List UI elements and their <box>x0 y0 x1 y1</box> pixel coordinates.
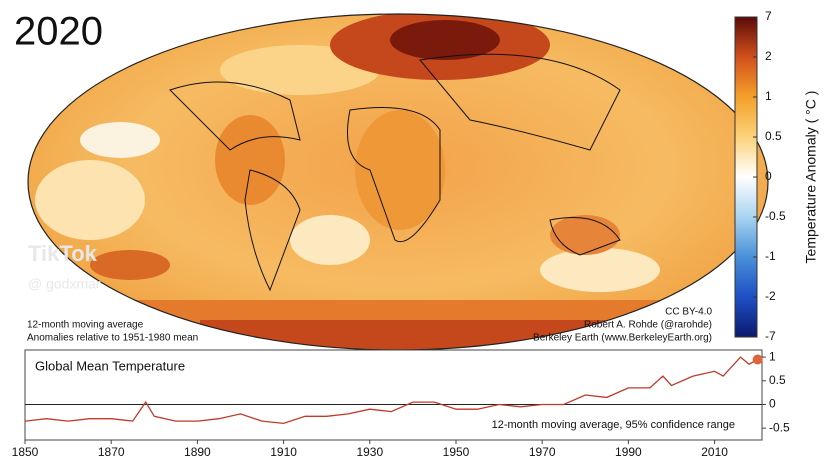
y-tick-label: -0.5 <box>769 420 790 434</box>
credit: CC BY-4.0 <box>665 307 712 318</box>
x-tick-label: 1870 <box>98 445 125 459</box>
x-tick-label: 1890 <box>184 445 211 459</box>
x-tick-label: 1950 <box>443 445 470 459</box>
credit: Robert A. Rohde (@rarohde) <box>584 320 712 331</box>
x-tick-label: 1910 <box>270 445 297 459</box>
credit: Berkeley Earth (www.BerkeleyEarth.org) <box>533 333 712 344</box>
temperature-line <box>24 356 759 425</box>
map-note: Anomalies relative to 1951-1980 mean <box>27 333 198 344</box>
colorbar-tick-label: 2 <box>765 49 772 63</box>
chart-title: Global Mean Temperature <box>35 358 185 373</box>
x-tick-label: 1990 <box>615 445 642 459</box>
y-tick-label: 1 <box>769 349 776 363</box>
year-title: 2020 <box>14 10 103 54</box>
x-tick-label: 2010 <box>701 445 728 459</box>
colorbar-tick-label: -7 <box>765 329 776 343</box>
x-tick-label: 1970 <box>529 445 556 459</box>
latest-point <box>752 354 763 365</box>
colorbar-tick-label: -1 <box>765 249 776 263</box>
colorbar-tick-label: 0.5 <box>765 129 782 143</box>
y-tick-label: 0.5 <box>769 373 786 387</box>
colorbar-tick-label: -0.5 <box>765 209 786 223</box>
chart-frame <box>24 349 763 441</box>
chart-annotation: 12-month moving average, 95% confidence … <box>492 419 735 431</box>
colorbar-tick-label: -2 <box>765 289 776 303</box>
colorbar-tick-label: 0 <box>765 169 772 183</box>
watermark-handle: @ godxmar <box>28 276 101 292</box>
colorbar-tick-label: 1 <box>765 89 772 103</box>
x-tick-label: 1850 <box>12 445 39 459</box>
y-tick-label: 0 <box>769 397 776 411</box>
watermark-brand: TikTok <box>28 241 98 266</box>
colorbar-label: Temperature Anomaly ( °C ) <box>803 91 819 264</box>
x-tick-label: 1930 <box>356 445 383 459</box>
map-note: 12-month moving average <box>27 320 144 331</box>
map <box>28 14 768 350</box>
colorbar-tick-label: 7 <box>765 9 772 23</box>
